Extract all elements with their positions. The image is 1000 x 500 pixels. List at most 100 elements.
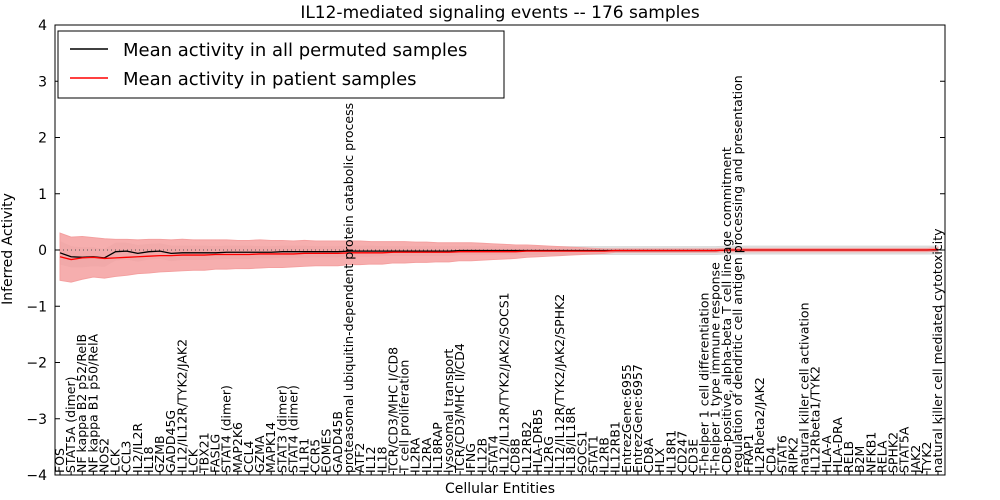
entity-label: STAT3 (dimer): [274, 385, 289, 473]
entity-label: CD8B: [508, 438, 523, 473]
chart-title: IL12-mediated signaling events -- 176 sa…: [300, 3, 700, 23]
y-tick-label: 0: [38, 243, 47, 259]
y-tick-label: −1: [26, 299, 47, 315]
entity-label: GADD45B: [330, 411, 345, 473]
entity-label: MAPK14: [263, 422, 278, 473]
entity-label: IL18: [141, 446, 156, 473]
entity-label: GZMB: [152, 435, 167, 473]
entity-label: lysosomal transport: [441, 349, 456, 473]
entity-label: STAT4 (dimer): [219, 385, 234, 473]
entity-label: TCR/CD3/MHC I/CD8: [385, 347, 400, 474]
entity-label: CCL3: [119, 441, 134, 473]
entity-label: JAK2: [908, 445, 923, 474]
y-tick-label: −3: [26, 412, 47, 428]
entity-label: STAT6: [774, 435, 789, 473]
entity-label: HLA-A: [819, 435, 834, 473]
entity-label: B2M: [852, 446, 867, 473]
entity-label: IL2RB: [597, 437, 612, 473]
entity-label: IL2RA: [408, 437, 423, 473]
entity-label: FASLG: [208, 434, 223, 473]
entity-label: IL1R1: [297, 438, 312, 473]
entity-label: IFNG: [463, 443, 478, 473]
y-tick-label: 2: [38, 131, 47, 147]
entity-label: IL2RG: [541, 436, 556, 473]
entity-label: IL12RB1: [608, 421, 623, 473]
entity-label: STAT4: [485, 435, 500, 473]
entity-label: GADD45G: [163, 410, 178, 473]
entity-label: LCK: [108, 448, 123, 473]
entity-label: IL18R1: [663, 430, 678, 473]
entity-label: IL12/IL12R/TYK2/JAK2: [174, 339, 189, 473]
entity-label: CD247: [674, 431, 689, 473]
entity-label: NF kappa B1 p50/RelA: [85, 333, 100, 473]
entity-label: ATF2: [352, 443, 367, 473]
legend-permuted-label: Mean activity in all permuted samples: [123, 40, 467, 61]
entity-label: T-helper 1 type immune response: [708, 262, 723, 474]
x-axis-label: Cellular Entities: [445, 481, 555, 497]
legend: Mean activity in all permuted samples Me…: [57, 30, 505, 99]
y-tick-label: 1: [38, 187, 47, 203]
entity-label: SPHK2: [886, 432, 901, 473]
entity-label: CCR5: [308, 439, 323, 473]
entity-label: FRAP1: [741, 434, 756, 473]
entity-label: regulation of dendritic cell antigen pro…: [730, 75, 745, 473]
entity-label: GZMA: [252, 435, 267, 473]
entity-label: MAP2K6: [230, 422, 245, 473]
entity-label: STAT5A: [897, 426, 912, 473]
entity-label: T cell proliferation: [397, 360, 412, 474]
entity-label: RIPK2: [786, 437, 801, 473]
entity-label: IL18RAP: [430, 422, 445, 473]
entity-label: RELA: [874, 440, 889, 473]
entity-label: proteasomal ubiquitin-dependent protein …: [341, 103, 356, 473]
entity-label: EOMES: [319, 429, 334, 473]
entity-label: CD4: [763, 447, 778, 473]
y-tick-label: 4: [38, 18, 47, 34]
entity-label: IL2RA: [419, 437, 434, 473]
entity-label: IL18/IL18R: [563, 407, 578, 473]
entity-label: EntrezGene:6955: [619, 364, 634, 473]
entity-label: TBX21: [196, 432, 211, 474]
patient-mean-line: [59, 248, 939, 261]
entity-label: HLA-DRA: [830, 417, 845, 473]
entity-label: HLX: [652, 448, 667, 473]
entity-label: NF kappa B2 p52/RelB: [74, 334, 89, 473]
entity-label: IL2/IL2R: [130, 423, 145, 473]
entity-label: IL12/IL12R/TYK2/JAK2/SOCS1: [497, 292, 512, 473]
patient-band: [59, 232, 939, 283]
legend-patient-label: Mean activity in patient samples: [123, 69, 417, 90]
entity-label: IL12Rbeta1/TYK2: [808, 366, 823, 473]
entity-label: FOS: [52, 448, 67, 473]
entity-label: STAT4 (dimer): [285, 385, 300, 473]
entity-label: CD3E: [685, 439, 700, 473]
entity-label: CD8A: [641, 438, 656, 473]
entity-label: IL12RB2: [519, 421, 534, 473]
entity-label: HLA-DRB5: [530, 409, 545, 473]
entity-label: STAT1: [585, 435, 600, 473]
entity-label: IL18: [374, 446, 389, 473]
entity-label: TYK2: [919, 442, 934, 474]
entity-label: RELB: [841, 441, 856, 473]
entity-label: SOCS1: [574, 431, 589, 473]
y-tick-label: 3: [38, 74, 47, 90]
entity-label: NFKB1: [863, 432, 878, 473]
entity-label: IL2Rbeta2/JAK2: [752, 377, 767, 473]
y-tick-label: −2: [26, 356, 47, 372]
y-axis-label: Inferred Activity: [0, 193, 16, 305]
entity-label: IL12/IL12R/TYK2/JAK2/SPHK2: [552, 294, 567, 473]
entity-label: NOS2: [96, 438, 111, 473]
entity-label: natural killer cell activation: [797, 302, 812, 473]
entity-label: TCR/CD3/MHC II/CD4: [452, 343, 467, 474]
y-tick-label: −4: [26, 468, 47, 484]
entity-label: IL12: [363, 446, 378, 473]
entity-label: STAT5A (dimer): [63, 377, 78, 473]
entity-label: natural killer cell mediated cytotoxicit…: [930, 228, 945, 473]
entity-label: EntrezGene:6957: [630, 364, 645, 473]
entity-label: IL12B: [474, 438, 489, 473]
legend-frame: [57, 30, 505, 99]
entity-label: CCL4: [241, 441, 256, 473]
entity-label: CD8-positive, alpha-beta T cell lineage …: [719, 147, 734, 473]
entity-label: T-helper 1 cell differentiation: [697, 293, 712, 474]
entity-label: LCK: [185, 448, 200, 473]
